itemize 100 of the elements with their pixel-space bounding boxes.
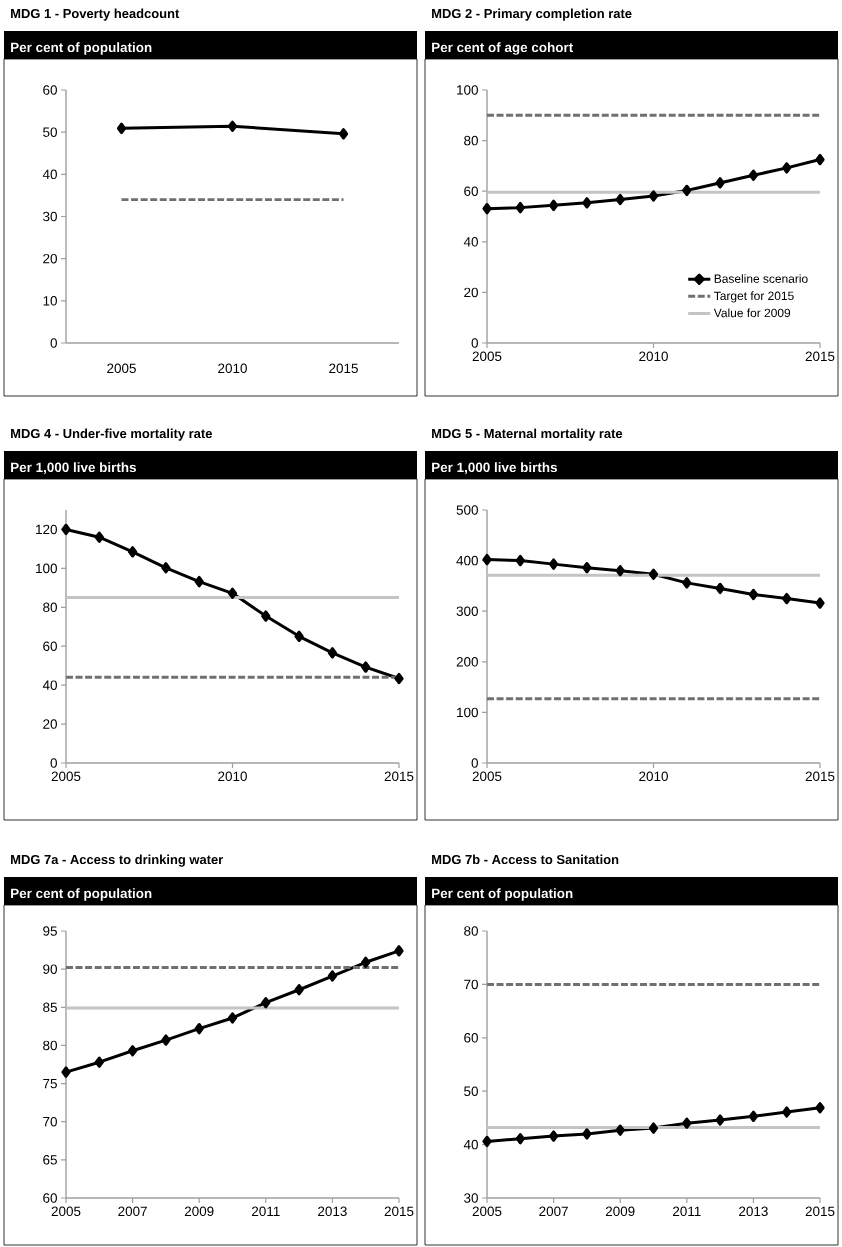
- y-tick-label: 20: [43, 719, 57, 729]
- y-tick-label: 0: [471, 758, 478, 768]
- x-tick-label: 2005: [51, 771, 81, 782]
- chart-subtitle: Per cent of population: [11, 42, 152, 55]
- x-tick-label: 2010: [639, 771, 668, 782]
- x-tick-label: 2009: [605, 1206, 635, 1217]
- x-tick-label: 2009: [184, 1206, 214, 1217]
- x-tick-label: 2015: [329, 363, 358, 374]
- point: [715, 1114, 725, 1126]
- y-tick-label: 0: [471, 338, 478, 348]
- point: [648, 1122, 659, 1134]
- y-tick-label: 60: [43, 1193, 57, 1203]
- x-tick-label: 2015: [805, 351, 835, 362]
- y-tick-label: 200: [456, 657, 478, 667]
- point: [194, 575, 204, 588]
- y-tick-label: 90: [43, 964, 57, 974]
- y-tick-label: 40: [42, 169, 57, 180]
- legend-label: Value for 2009: [713, 308, 791, 318]
- legend-label: Baseline scenario: [714, 274, 808, 283]
- x-tick-label: 2005: [472, 1206, 502, 1217]
- y-tick-label: 0: [50, 338, 57, 348]
- y-tick-label: 30: [464, 1193, 478, 1203]
- point: [127, 546, 138, 558]
- y-tick-label: 40: [463, 1139, 478, 1150]
- x-tick-label: 2007: [539, 1206, 568, 1217]
- point: [748, 169, 759, 181]
- y-tick-label: 40: [463, 237, 478, 247]
- chart-subtitle: Per 1,000 live births: [11, 462, 136, 475]
- x-tick-label: 2011: [673, 1206, 701, 1217]
- y-tick-label: 80: [43, 1040, 57, 1051]
- point: [715, 177, 725, 189]
- point: [682, 184, 692, 197]
- point: [615, 1124, 625, 1136]
- x-tick-label: 2005: [472, 771, 502, 782]
- x-tick-label: 2005: [107, 363, 136, 374]
- point: [548, 199, 559, 212]
- point: [127, 1045, 138, 1057]
- point: [261, 610, 271, 622]
- chart-subtitle: Per cent of age cohort: [432, 42, 574, 55]
- x-tick-label: 2005: [472, 351, 502, 362]
- point: [815, 597, 825, 609]
- point: [582, 197, 592, 209]
- chart-title: MDG 2 - Primary completion rate: [432, 8, 632, 21]
- point: [748, 588, 759, 601]
- y-tick-label: 20: [43, 253, 57, 264]
- x-tick-label: 2010: [218, 771, 247, 782]
- point: [615, 193, 625, 206]
- point: [515, 1133, 525, 1145]
- y-tick-label: 60: [43, 85, 57, 95]
- point: [515, 554, 525, 567]
- point: [61, 1066, 71, 1078]
- point: [227, 587, 238, 599]
- point: [227, 1012, 238, 1024]
- chart-subtitle: Per cent of population: [11, 888, 152, 901]
- point: [515, 201, 525, 214]
- point: [482, 553, 492, 566]
- point: [161, 1034, 171, 1046]
- y-tick-label: 0: [50, 758, 57, 768]
- legend-label: Target for 2015: [714, 291, 794, 303]
- y-tick-label: 50: [43, 127, 57, 137]
- y-tick-label: 30: [43, 211, 57, 222]
- y-tick-label: 50: [464, 1086, 478, 1096]
- point: [782, 592, 792, 605]
- x-tick-label: 2010: [639, 351, 668, 362]
- y-tick-label: 100: [457, 85, 478, 95]
- y-tick-label: 85: [43, 1002, 57, 1013]
- x-tick-label: 2013: [318, 1206, 347, 1217]
- chart-title: MDG 4 - Under-five mortality rate: [11, 428, 212, 441]
- y-tick-label: 70: [43, 1116, 57, 1127]
- point: [648, 568, 659, 580]
- point: [648, 190, 659, 202]
- y-tick-label: 80: [43, 602, 57, 613]
- y-tick-label: 10: [43, 296, 57, 306]
- y-tick-label: 120: [36, 524, 57, 535]
- point: [782, 162, 792, 174]
- y-tick-label: 100: [36, 563, 57, 574]
- y-tick-label: 60: [464, 186, 478, 196]
- chart-title: MDG 7b - Access to Sanitation: [432, 854, 619, 865]
- point: [482, 202, 492, 215]
- x-tick-label: 2010: [218, 363, 247, 374]
- x-tick-label: 2007: [118, 1206, 147, 1217]
- point: [748, 1110, 759, 1122]
- point: [582, 562, 592, 574]
- point: [194, 1022, 204, 1035]
- y-tick-label: 80: [464, 135, 478, 146]
- y-tick-label: 75: [43, 1078, 57, 1089]
- point: [582, 1128, 592, 1140]
- y-tick-label: 60: [43, 641, 57, 651]
- chart-subtitle: Per cent of population: [432, 888, 573, 901]
- y-tick-label: 400: [456, 555, 478, 566]
- x-tick-label: 2011: [252, 1206, 280, 1217]
- y-tick-label: 300: [456, 606, 478, 616]
- point: [261, 997, 271, 1009]
- y-tick-label: 80: [464, 926, 478, 936]
- y-tick-label: 70: [464, 979, 478, 990]
- y-tick-label: 60: [464, 1033, 478, 1043]
- point: [815, 153, 825, 166]
- point: [327, 647, 338, 659]
- point: [815, 1102, 825, 1114]
- x-tick-label: 2015: [384, 1206, 414, 1217]
